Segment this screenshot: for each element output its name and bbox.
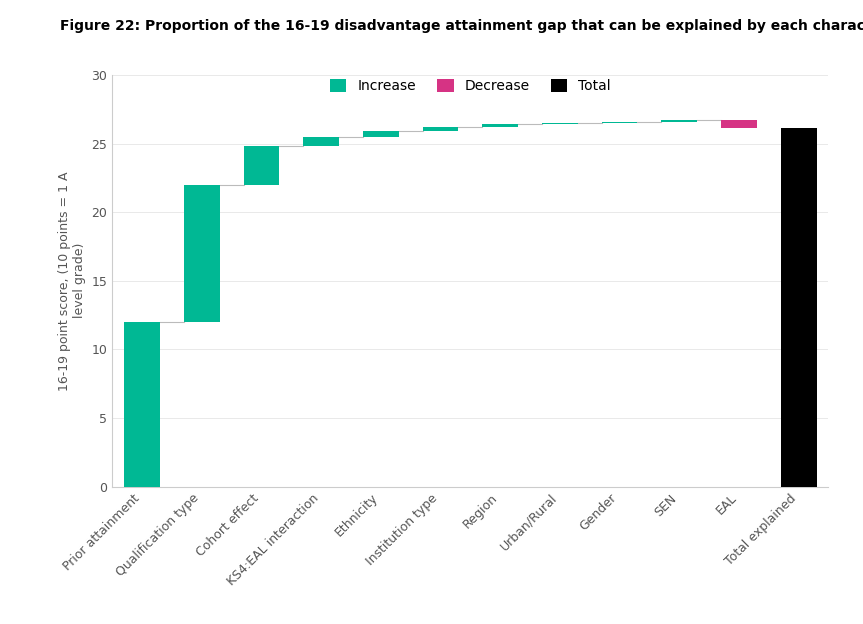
Bar [721, 120, 757, 129]
Bar [124, 322, 160, 487]
Text: Figure 22: Proportion of the 16-19 disadvantage attainment gap that can be expla: Figure 22: Proportion of the 16-19 disad… [60, 19, 863, 32]
Bar [482, 124, 518, 127]
Bar [781, 129, 816, 487]
Bar [542, 123, 577, 124]
Bar [303, 137, 339, 146]
Bar [423, 127, 458, 131]
Bar [362, 131, 399, 137]
Bar [243, 146, 280, 185]
Bar [602, 122, 638, 123]
Legend: Increase, Decrease, Total: Increase, Decrease, Total [324, 74, 616, 99]
Bar [184, 185, 219, 322]
Bar [661, 120, 697, 122]
Y-axis label: 16-19 point score, (10 points = 1 A
level grade): 16-19 point score, (10 points = 1 A leve… [58, 171, 86, 391]
